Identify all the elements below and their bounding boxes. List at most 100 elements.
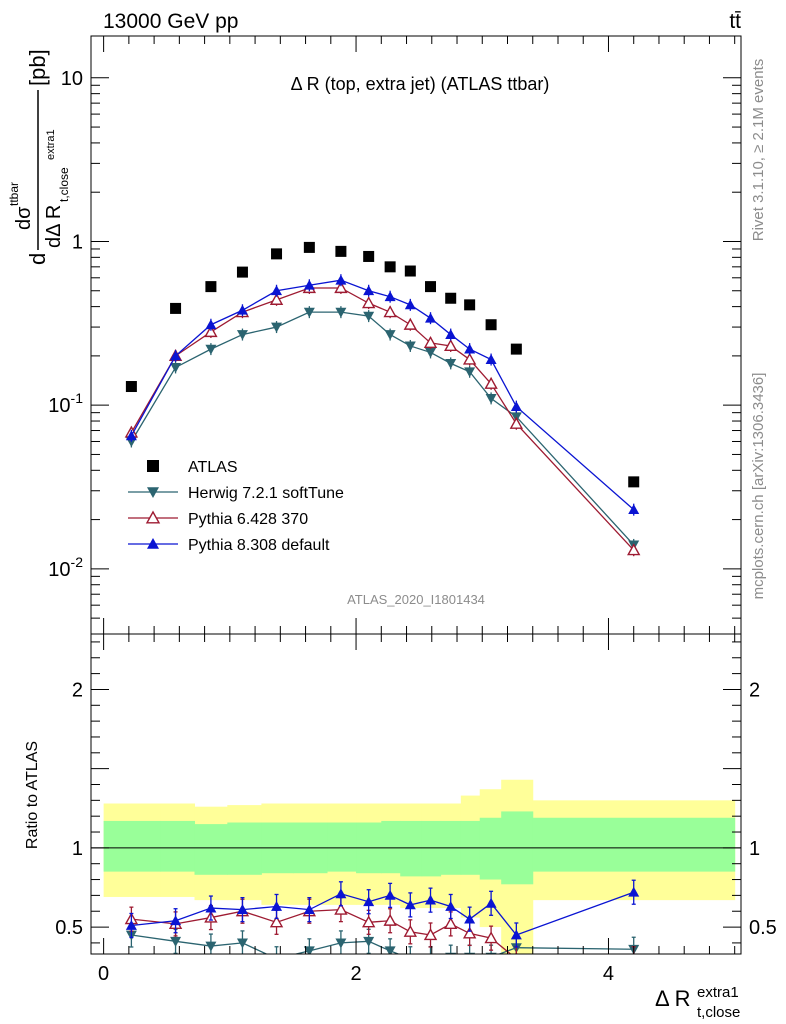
ratio-point: [404, 899, 416, 910]
ratio-point: [464, 913, 476, 924]
data-point: [335, 245, 347, 257]
legend: ATLAS Herwig 7.2.1 softTune Pythia 6.428 3…: [128, 459, 344, 554]
data-point: [445, 292, 457, 304]
data-point: [404, 265, 416, 277]
data-point: [125, 381, 137, 393]
data-point: [464, 367, 476, 378]
data-point: [335, 307, 347, 318]
data-point: [485, 354, 497, 364]
ratio-y-tick-label: 1: [72, 838, 83, 860]
data-point: [404, 341, 416, 352]
ratio-y-tick-label: 0.5: [55, 917, 83, 939]
energy-label: 13000 GeV pp: [103, 10, 238, 33]
data-point: [425, 281, 437, 293]
data-point: [403, 317, 418, 330]
ratio-point: [334, 902, 348, 915]
ratio-point: [510, 929, 522, 940]
plot-title: Δ R (top, extra jet) (ATLAS ttbar): [291, 74, 550, 94]
legend-label-1: Herwig 7.2.1 softTune: [188, 485, 344, 502]
process-label: tt̄: [729, 10, 741, 33]
ratio-point: [205, 902, 217, 913]
svg-text:[pb]: [pb]: [25, 49, 50, 86]
data-point: [384, 330, 396, 341]
watermark: ATLAS_2020_I1801434: [347, 592, 485, 607]
ratio-point: [462, 926, 477, 939]
svg-text:extra1: extra1: [697, 984, 739, 1001]
legend-marker-3: [147, 538, 159, 549]
ratio-line-1: [131, 908, 512, 954]
ratio-point: [425, 954, 436, 964]
main-plot-panel: Δ R (top, extra jet) (ATLAS ttbar) ATLAS…: [7, 35, 742, 635]
x-tick-label: 2: [350, 963, 361, 985]
mcplots-label: mcplots.cern.ch [arXiv:1306.3436]: [750, 373, 767, 600]
svg-text:dΔ R: dΔ R: [43, 205, 65, 248]
ratio-point: [335, 888, 347, 899]
ratio-point: [236, 904, 248, 915]
data-point: [303, 279, 315, 290]
data-point: [509, 416, 524, 429]
ratio-point: [335, 938, 347, 949]
data-point: [363, 285, 375, 296]
ratio-point: [445, 900, 457, 911]
data-point: [485, 319, 497, 331]
uncertainty-band-inner: [421, 820, 442, 877]
data-point: [628, 504, 640, 515]
x-tick-label: 4: [603, 963, 614, 985]
data-point: [303, 241, 315, 253]
data-point: [205, 281, 217, 293]
data-point: [464, 299, 476, 311]
data-point: [170, 302, 182, 314]
ratio-point: [383, 913, 397, 926]
ratio-point: [170, 915, 182, 926]
ratio-y-tick-label-right: 2: [749, 679, 760, 701]
data-point: [423, 335, 438, 349]
rivet-label: Rivet 3.1.10, ≥ 2.1M events: [750, 59, 767, 242]
svg-text:extra1: extra1: [45, 129, 57, 160]
ratio-point: [384, 889, 396, 900]
data-point: [464, 343, 476, 354]
ratio-y-label: Ratio to ATLAS: [24, 741, 41, 849]
ratio-point: [170, 936, 182, 947]
svg-text:t,close: t,close: [57, 167, 71, 202]
data-point: [236, 266, 248, 278]
series-line-1: [130, 311, 635, 546]
data-point: [627, 543, 641, 556]
data-point: [444, 339, 458, 352]
ratio-point: [444, 916, 458, 930]
ratio-point: [125, 919, 137, 930]
svg-text:d: d: [25, 253, 50, 265]
svg-text:ttbar: ttbar: [7, 182, 21, 206]
ratio-y-tick-label-right: 0.5: [749, 917, 777, 939]
ratio-point: [269, 915, 284, 928]
ratio-point: [384, 946, 396, 954]
data-point: [271, 322, 283, 333]
data-point: [384, 291, 396, 302]
svg-text:dσ: dσ: [13, 206, 35, 230]
data-point: [170, 350, 182, 361]
ratio-point: [484, 931, 498, 944]
series-line-2: [130, 287, 635, 551]
y-tick-label: 1: [72, 231, 83, 253]
data-point: [425, 348, 437, 358]
data-point: [404, 299, 416, 310]
ratio-point: [628, 886, 640, 897]
ratio-point: [205, 941, 217, 952]
ratio-point: [363, 936, 375, 947]
x-axis-label: Δ R extra1 t,close: [655, 984, 740, 1021]
data-point: [303, 307, 315, 318]
data-point: [205, 319, 217, 330]
uncertainty-band-inner: [227, 822, 262, 875]
uncertainty-band-inner: [400, 820, 423, 877]
data-point: [125, 430, 137, 441]
ratio-line-2: [131, 891, 634, 936]
data-point: [628, 476, 640, 488]
svg-text:Δ R: Δ R: [655, 986, 690, 1011]
ratio-panel: 0.5 0.5 1 1 2 2 0 2 4 Ratio to ATLAS Δ R extra1 …: [24, 633, 777, 1021]
data-point: [510, 343, 522, 355]
ratio-point: [271, 954, 282, 964]
data-point: [236, 330, 248, 341]
data-point: [510, 401, 522, 412]
data-point: [204, 325, 218, 338]
data-point: [485, 393, 497, 404]
uncertainty-band-inner: [160, 820, 195, 872]
